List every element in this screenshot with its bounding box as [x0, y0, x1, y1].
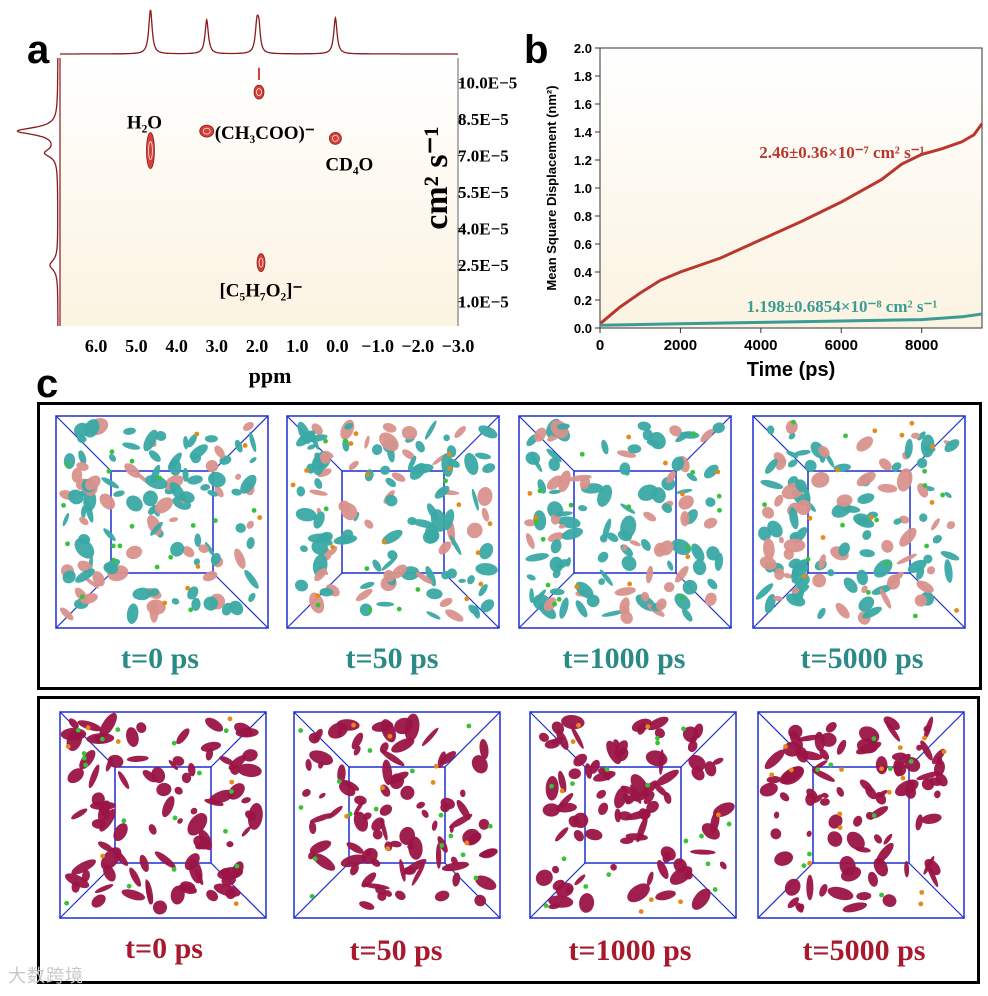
panel-letter-b: b	[524, 28, 549, 72]
signal-2ppm	[253, 84, 265, 100]
nmr-xtick-2: 4.0	[165, 336, 188, 356]
nmr-ytick-4: 4.0E−5	[458, 220, 509, 239]
msd-series-lower	[599, 312, 983, 327]
top-snapshot-3	[518, 415, 732, 629]
msd-ytick-1: 0.2	[574, 293, 592, 308]
msd-ytick-2: 0.4	[574, 265, 593, 280]
nmr-xtick-7: −1.0	[361, 336, 394, 356]
nmr-chart: 6.0 5.0 4.0 3.0 2.0 1.0 0.0 −1.0 −2.0 −3.0 10.0E−…	[16, 9, 517, 388]
msd-xtick-4: 8000	[905, 337, 938, 354]
bottom-snapshot-3	[529, 711, 737, 919]
nmr-xtick-9: −3.0	[442, 336, 475, 356]
water-signal	[146, 132, 155, 169]
nmr-ytick-3: 5.5E−5	[458, 183, 509, 202]
panel-letter-a: a	[27, 28, 50, 72]
acetate-signal	[199, 124, 215, 138]
nmr-ytick-0: 10.0E−5	[458, 73, 517, 92]
msd-xlabel: Time (ps)	[747, 359, 836, 381]
acac-signal-label: [C₅H₇O₂]⁻	[219, 281, 302, 302]
acetate-signal-label: (CH₃COO)⁻	[215, 123, 315, 144]
msd-ytick-9: 1.8	[574, 69, 592, 84]
top-snapshot-2	[286, 415, 500, 629]
bottom-snapshot-label-1: t=0 ps	[125, 932, 203, 965]
msd-ytick-0: 0.0	[574, 321, 592, 336]
msd-xtick-0: 0	[596, 337, 604, 354]
top-snapshot-label-1: t=0 ps	[121, 642, 199, 675]
msd-chart: 0 2000 4000 6000 8000 0.0 0.2 0.4 0.6 0.8 1.0 1.2 1.…	[544, 41, 984, 381]
msd-plot-area	[599, 47, 983, 329]
nmr-xtick-0: 6.0	[85, 336, 108, 356]
nmr-xtick-4: 2.0	[246, 336, 269, 356]
water-signal-label: H₂O	[127, 113, 162, 134]
nmr-left-projection	[16, 58, 59, 326]
nmr-xlabel: ppm	[249, 363, 292, 388]
msd-ytick-5: 1.0	[574, 181, 592, 196]
methanol-signal-label: CD₄O	[325, 154, 373, 175]
nmr-xtick-5: 1.0	[286, 336, 309, 356]
msd-series-upper	[599, 122, 984, 325]
top-snapshot-4	[752, 415, 966, 629]
nmr-ytick-2: 7.0E−5	[458, 146, 509, 165]
top-snapshot-label-4: t=5000 ps	[800, 642, 924, 675]
nmr-xtick-1: 5.0	[125, 336, 148, 356]
nmr-xtick-8: −2.0	[401, 336, 434, 356]
bottom-snapshot-label-3: t=1000 ps	[568, 934, 692, 967]
methanol-signal	[328, 131, 342, 145]
nmr-ylabel: cm² s⁻¹	[418, 126, 455, 229]
msd-annotation-lower: 1.198±0.6854×10⁻⁸ cm² s⁻¹	[746, 297, 937, 316]
nmr-top-projection	[60, 9, 458, 55]
nmr-plot-area	[60, 58, 458, 326]
msd-annotation-upper: 2.46±0.36×10⁻⁷ cm² s⁻¹	[759, 143, 925, 162]
msd-ytick-3: 0.6	[574, 237, 592, 252]
top-snapshot-1	[55, 415, 269, 629]
msd-ytick-6: 1.2	[574, 153, 592, 168]
nmr-xtick-3: 3.0	[206, 336, 229, 356]
msd-ylabel: Mean Square Displacement (nm²)	[544, 85, 559, 290]
bottom-snapshot-1	[59, 711, 267, 919]
msd-xtick-3: 6000	[825, 337, 858, 354]
watermark-text: 大数跨境	[8, 966, 84, 986]
msd-ytick-8: 1.6	[574, 97, 592, 112]
msd-xtick-2: 4000	[744, 337, 777, 354]
bottom-snapshot-label-4: t=5000 ps	[802, 934, 926, 967]
nmr-ytick-6: 1.0E−5	[458, 293, 509, 312]
msd-ytick-7: 1.4	[574, 125, 593, 140]
msd-ytick-4: 0.8	[574, 209, 592, 224]
top-snapshot-label-3: t=1000 ps	[562, 642, 686, 675]
top-snapshot-label-2: t=50 ps	[345, 642, 439, 675]
nmr-xtick-6: 0.0	[326, 336, 349, 356]
nmr-ytick-5: 2.5E−5	[458, 256, 509, 275]
msd-ytick-10: 2.0	[574, 41, 592, 56]
bottom-snapshot-4	[757, 711, 965, 919]
msd-xtick-1: 2000	[664, 337, 697, 354]
panel-letter-c: c	[36, 362, 59, 406]
bottom-snapshot-2	[293, 711, 501, 919]
bottom-snapshot-label-2: t=50 ps	[349, 934, 443, 967]
nmr-ytick-1: 8.5E−5	[458, 110, 509, 129]
acac-signal	[256, 253, 266, 273]
